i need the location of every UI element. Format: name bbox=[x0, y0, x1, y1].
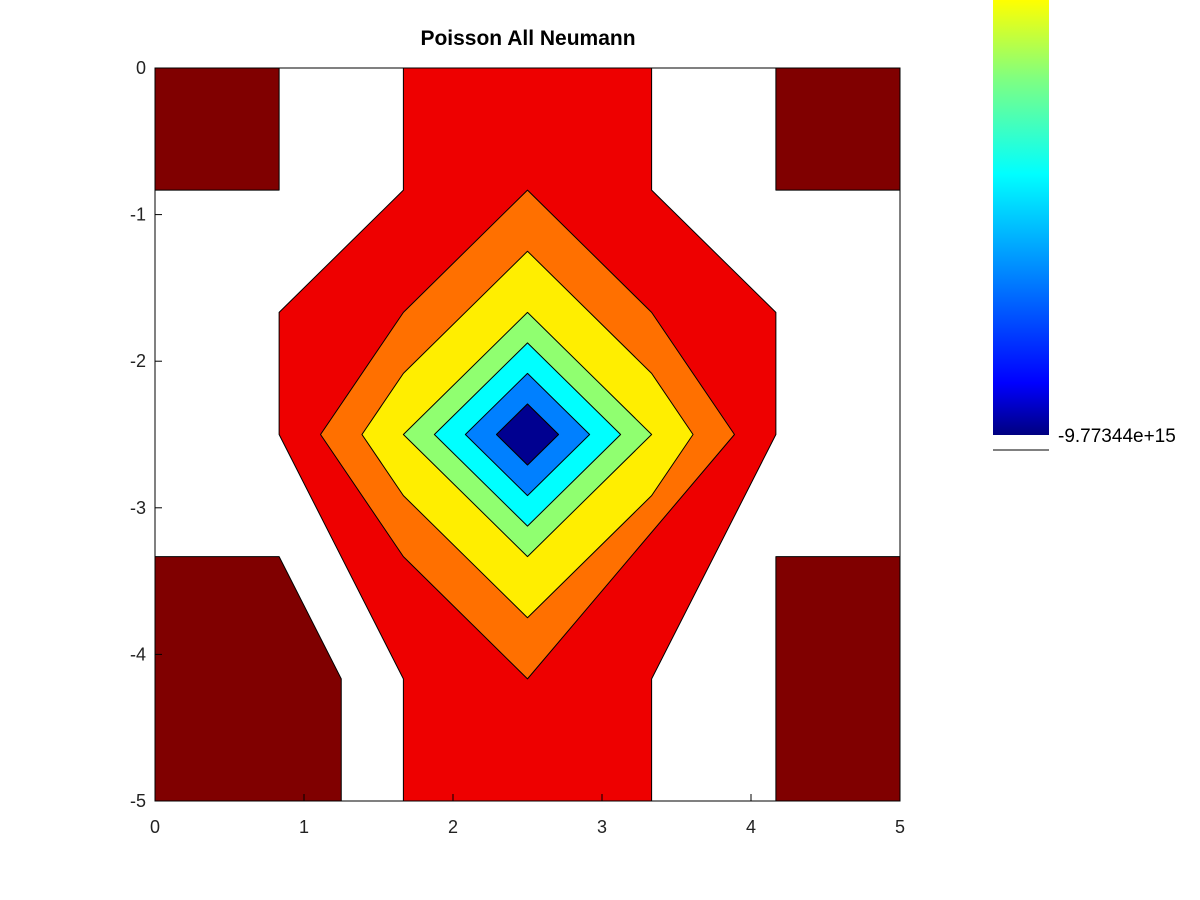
plot-area bbox=[154, 67, 901, 802]
plot-frame bbox=[154, 67, 901, 802]
x-tick-label: 0 bbox=[150, 817, 160, 837]
y-tick-label: -2 bbox=[130, 351, 146, 371]
contour-regions bbox=[154, 67, 901, 802]
colorbar: -9.77344e+15 bbox=[993, 0, 1176, 451]
x-tick-label: 2 bbox=[448, 817, 458, 837]
x-tick-label: 3 bbox=[597, 817, 607, 837]
contour-region-level-0-3 bbox=[775, 556, 901, 802]
x-tick-label: 4 bbox=[746, 817, 756, 837]
x-axis: 0 1 2 3 4 5 bbox=[150, 794, 905, 837]
contour-region-level-8-11 bbox=[496, 403, 559, 466]
y-tick-label: -1 bbox=[130, 205, 146, 225]
y-tick-label: -3 bbox=[130, 498, 146, 518]
x-tick-label: 1 bbox=[299, 817, 309, 837]
y-tick-label: -5 bbox=[130, 791, 146, 811]
y-tick-label: -4 bbox=[130, 644, 146, 664]
contour-region-level-0-1 bbox=[775, 67, 901, 191]
y-tick-label: 0 bbox=[136, 58, 146, 78]
x-tick-label: 5 bbox=[895, 817, 905, 837]
chart-title: Poisson All Neumann bbox=[420, 27, 635, 50]
y-axis: 0 -1 -2 -3 -4 -5 bbox=[130, 58, 162, 811]
colorbar-gradient bbox=[993, 0, 1049, 435]
colorbar-min-label: -9.77344e+15 bbox=[1058, 426, 1176, 447]
contour-region-level-0-0 bbox=[154, 67, 280, 191]
